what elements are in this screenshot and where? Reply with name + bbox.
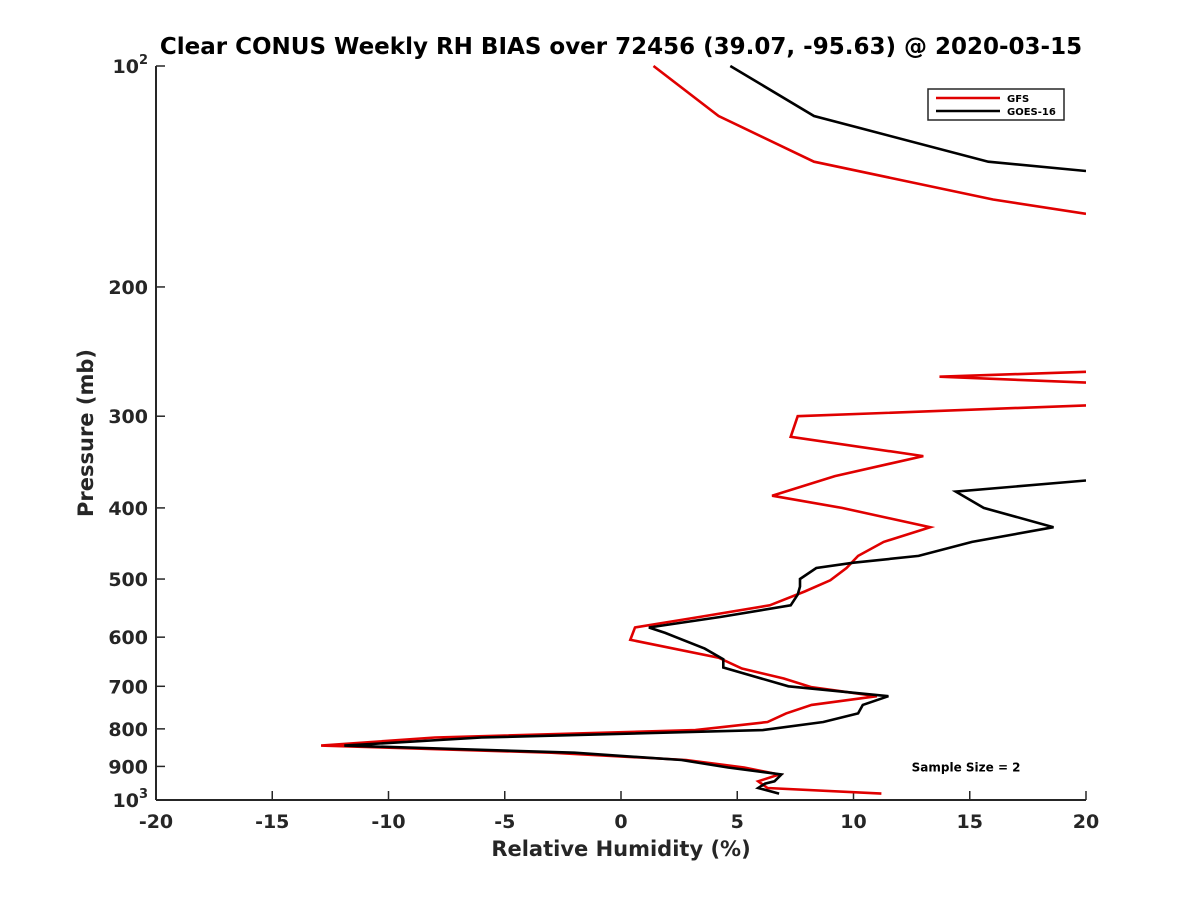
legend-label-gfs: GFS [1007, 94, 1029, 105]
y-tick-label: 300 [108, 406, 148, 428]
y-tick-label: 800 [108, 719, 148, 741]
series-group [321, 65, 1086, 795]
x-tick-label: 0 [614, 811, 627, 833]
x-tick-label: -15 [255, 811, 289, 833]
chart-title: Clear CONUS Weekly RH BIAS over 72456 (3… [160, 34, 1082, 60]
y-tick-label: 900 [108, 756, 148, 778]
x-axis-label: Relative Humidity (%) [491, 837, 750, 861]
y-tick-label: 500 [108, 569, 148, 591]
plot-area: -20 -15 -10 -5 0 5 10 15 20 102 200 300 400 500 600 700… [108, 53, 1099, 833]
x-tick-label: 5 [731, 811, 744, 833]
legend: GFS GOES-16 [927, 88, 1065, 121]
x-tick-label: 15 [957, 811, 983, 833]
series-line-gfs [321, 404, 1086, 795]
y-tick-label: 400 [108, 498, 148, 520]
series-line-gfs [939, 370, 1086, 384]
series-line-goes-16 [344, 479, 1086, 795]
x-tick-label: -5 [494, 811, 515, 833]
x-tick-label: 20 [1073, 811, 1099, 833]
y-tick-label: 102 [113, 53, 149, 78]
y-tick-label: 600 [108, 627, 148, 649]
legend-label-goes-16: GOES-16 [1007, 107, 1056, 118]
series-line-goes-16 [729, 65, 1086, 173]
sample-size-annotation: Sample Size = 2 [912, 760, 1021, 774]
x-tick-label: -20 [139, 811, 173, 833]
x-tick-label: 10 [840, 811, 866, 833]
y-tick-label: 103 [113, 787, 149, 812]
y-tick-label: 200 [108, 277, 148, 299]
series-line-gfs [652, 65, 1086, 216]
y-axis-label: Pressure (mb) [74, 349, 98, 517]
x-tick-label: -10 [371, 811, 405, 833]
legend-box [927, 88, 1065, 121]
y-tick-label: 700 [108, 676, 148, 698]
